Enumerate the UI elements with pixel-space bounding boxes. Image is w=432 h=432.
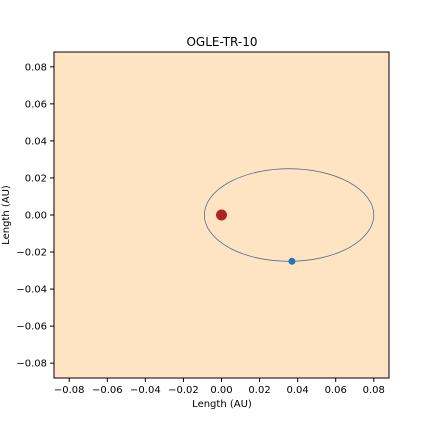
y-tick-label: 0.00 [25,211,47,222]
x-tick-label: −0.02 [168,385,199,396]
planet-point [288,257,296,265]
chart-title: OGLE-TR-10 [186,35,257,49]
x-tick-label: 0.04 [287,385,309,396]
y-tick-label: −0.06 [16,322,47,333]
x-tick-label: 0.02 [248,385,270,396]
chart-marks [203,168,375,265]
y-axis-label: Length (AU) [1,185,12,245]
x-tick-label: 0.00 [210,385,232,396]
y-tick-label: 0.02 [25,173,47,184]
x-tick-label: −0.08 [54,385,85,396]
y-tick-label: 0.06 [25,99,47,110]
x-axis: −0.08 −0.06 −0.04 −0.02 0.00 0.02 0.04 0.06 0.08 [54,378,385,396]
y-tick-label: −0.02 [16,248,47,259]
x-tick-label: −0.04 [130,385,161,396]
y-tick-label: 0.08 [25,62,47,73]
star-point [216,209,227,221]
y-axis: −0.08 −0.06 −0.04 −0.02 0.00 0.02 0.04 0.06 0.08 [16,62,54,370]
x-tick-label: −0.06 [92,385,123,396]
y-tick-label: −0.04 [16,285,47,296]
x-tick-label: 0.08 [363,385,385,396]
x-tick-label: 0.06 [325,385,347,396]
y-tick-label: −0.08 [16,359,47,370]
y-tick-label: 0.04 [25,136,47,147]
x-axis-label: Length (AU) [192,399,252,410]
